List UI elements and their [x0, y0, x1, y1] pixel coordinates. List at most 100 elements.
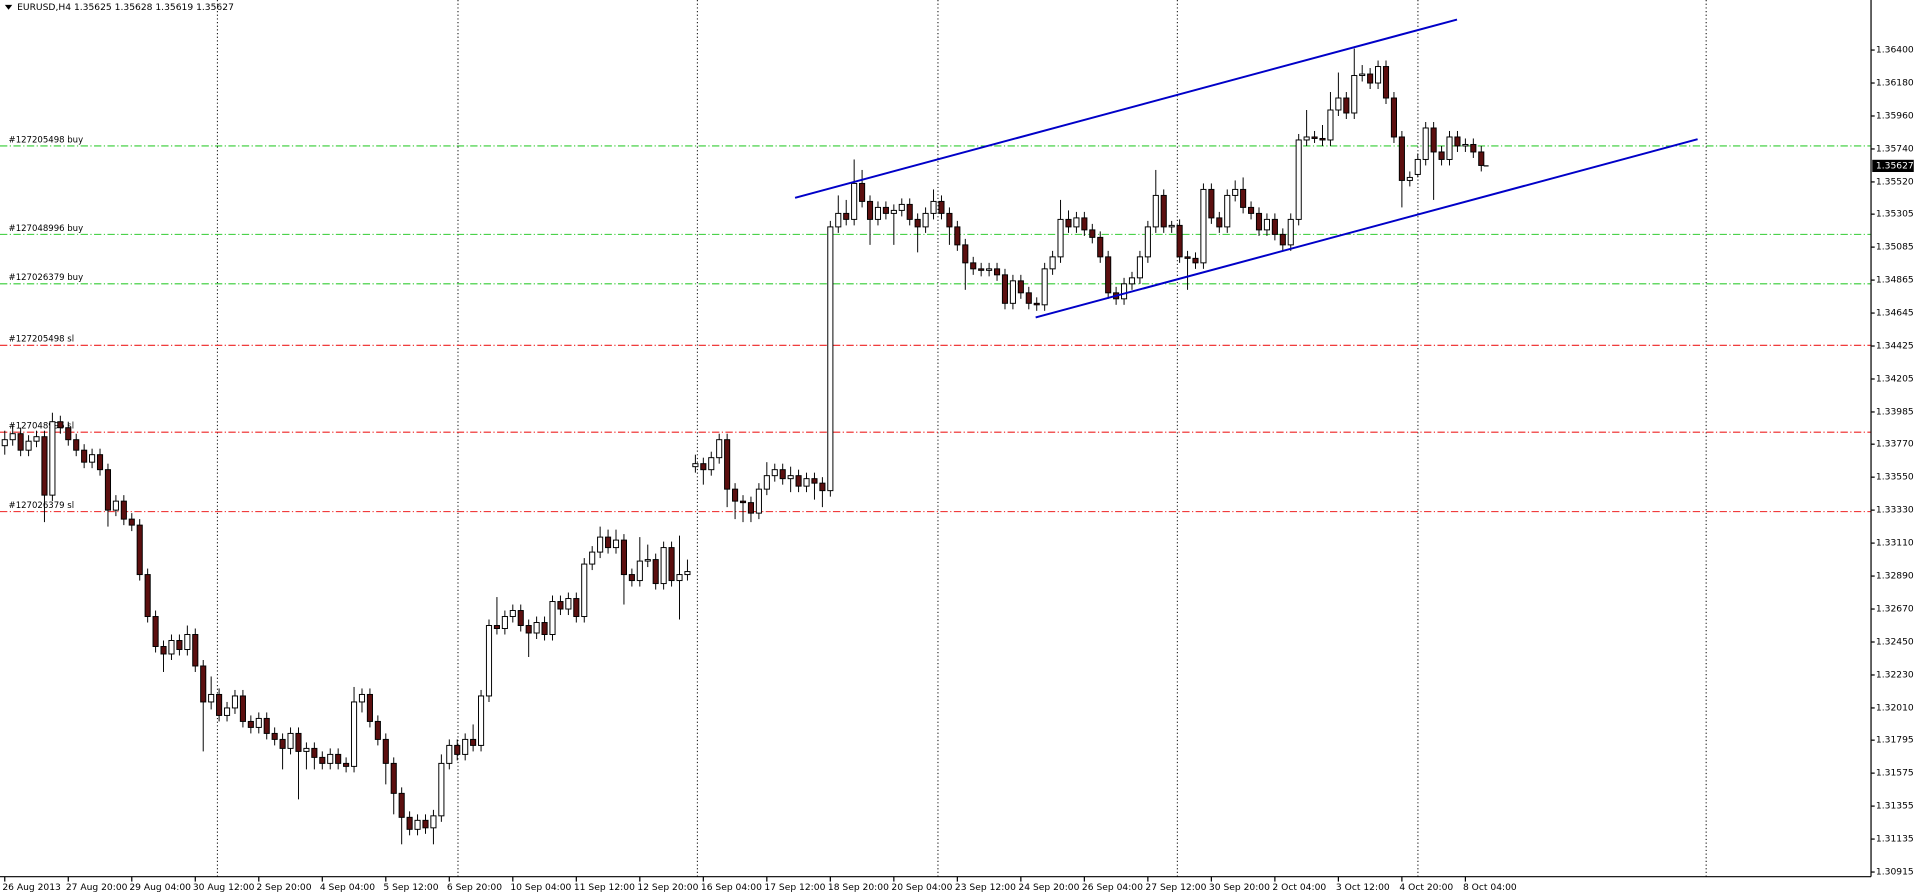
candle-body	[374, 720, 381, 740]
candle-body	[41, 436, 48, 496]
candle-body	[1057, 218, 1064, 258]
candle-body	[541, 622, 548, 635]
candle-body	[1152, 194, 1159, 228]
candle-body	[382, 738, 389, 764]
x-tick-label: 26 Sep 04:00	[1082, 883, 1143, 893]
candle-body	[652, 559, 659, 585]
candle-body	[692, 463, 699, 468]
order-label: #127205498 buy	[9, 135, 84, 145]
candle-body	[1089, 229, 1096, 238]
candle-body	[835, 212, 842, 228]
x-tick-label: 4 Oct 20:00	[1399, 883, 1453, 893]
candle-body	[144, 574, 151, 618]
candle-body	[1287, 218, 1294, 246]
x-tick-label: 27 Aug 20:00	[66, 883, 128, 893]
candle-body	[406, 816, 413, 830]
x-tick-label: 2 Sep 20:00	[256, 883, 311, 893]
candle-body	[636, 560, 643, 582]
candle-body	[795, 475, 802, 487]
order-label: #127026379 buy	[9, 273, 84, 283]
candle-body	[739, 500, 747, 504]
y-tick-label: 1.35960	[1876, 111, 1914, 121]
y-tick-label: 1.33110	[1876, 539, 1914, 549]
candle-body	[866, 200, 874, 220]
y-tick-label: 1.33985	[1876, 407, 1914, 417]
candle-body	[96, 454, 104, 471]
candle-body	[1224, 194, 1231, 228]
candle-body	[581, 563, 588, 618]
candle-body	[1240, 188, 1247, 208]
candle-body	[803, 478, 810, 487]
candle-body	[843, 212, 850, 220]
order-label: #127205498 sl	[9, 335, 75, 345]
candle-body	[1406, 176, 1413, 181]
candle-body	[239, 695, 246, 722]
candle-body	[1097, 236, 1104, 258]
candle-body	[954, 226, 961, 246]
x-tick-label: 2 Oct 04:00	[1272, 883, 1326, 893]
candle-body	[1279, 233, 1286, 246]
candle-body	[1041, 268, 1048, 306]
candle-body	[533, 622, 540, 634]
candle-body	[1359, 73, 1366, 77]
candle-body	[517, 610, 524, 627]
candle-body	[557, 601, 564, 610]
y-tick-label: 1.34865	[1876, 276, 1914, 286]
candle-body	[1343, 97, 1350, 114]
candle-body	[343, 762, 350, 767]
candle-body	[1382, 66, 1390, 99]
candle-body	[446, 744, 453, 764]
candle-body	[350, 701, 358, 767]
candle-body	[549, 601, 556, 635]
candle-body	[986, 268, 993, 271]
candle-body	[128, 518, 135, 526]
order-label: #127048996 sl	[9, 422, 75, 432]
x-tick-label: 6 Sep 20:00	[447, 883, 502, 893]
candle-body	[660, 547, 667, 585]
candle-body	[390, 762, 397, 794]
candle-body	[1454, 136, 1461, 147]
order-label: #127026379 sl	[9, 501, 75, 511]
menu-arrow[interactable]	[4, 4, 13, 10]
candle-body	[779, 469, 786, 480]
candle-body	[454, 744, 461, 755]
candle-body	[168, 640, 175, 655]
candle-body	[1049, 256, 1056, 270]
candle-body	[573, 598, 580, 618]
y-tick-label: 1.31355	[1876, 802, 1914, 812]
candle-body	[112, 500, 119, 511]
candle-body	[422, 819, 429, 829]
candle-body	[1414, 158, 1421, 175]
candle-body	[160, 646, 167, 655]
candle-body	[470, 738, 477, 746]
candle-body	[1351, 75, 1358, 114]
candle-body	[1176, 224, 1183, 258]
y-tick-label: 1.35520	[1876, 177, 1914, 187]
y-tick-label: 1.35740	[1876, 144, 1914, 154]
x-tick-label: 18 Sep 20:00	[828, 883, 889, 893]
candle-body	[763, 475, 770, 490]
candle-body	[827, 226, 834, 492]
candle-body	[859, 182, 866, 202]
candle-body	[1128, 277, 1136, 285]
candle-body	[1208, 188, 1215, 219]
candle-body	[716, 439, 723, 459]
y-tick-label: 1.31135	[1876, 835, 1914, 845]
candle-body	[152, 616, 159, 647]
candle-body	[612, 539, 620, 549]
x-tick-label: 29 Aug 04:00	[129, 883, 191, 893]
candle-body	[509, 610, 516, 618]
candle-body	[279, 738, 286, 749]
y-tick-label: 1.32670	[1876, 605, 1914, 615]
candle-body	[890, 209, 897, 214]
order-label: #127048996 buy	[9, 224, 84, 234]
candle-body	[914, 218, 921, 228]
candle-body	[1438, 151, 1445, 160]
candle-body	[787, 475, 794, 480]
chart-header: EURUSD,H4 1.35625 1.35628 1.35619 1.3562…	[17, 3, 234, 13]
candle-body	[89, 454, 96, 463]
candle-body	[223, 707, 231, 716]
candle-body	[493, 625, 500, 630]
candle-body	[120, 500, 127, 520]
